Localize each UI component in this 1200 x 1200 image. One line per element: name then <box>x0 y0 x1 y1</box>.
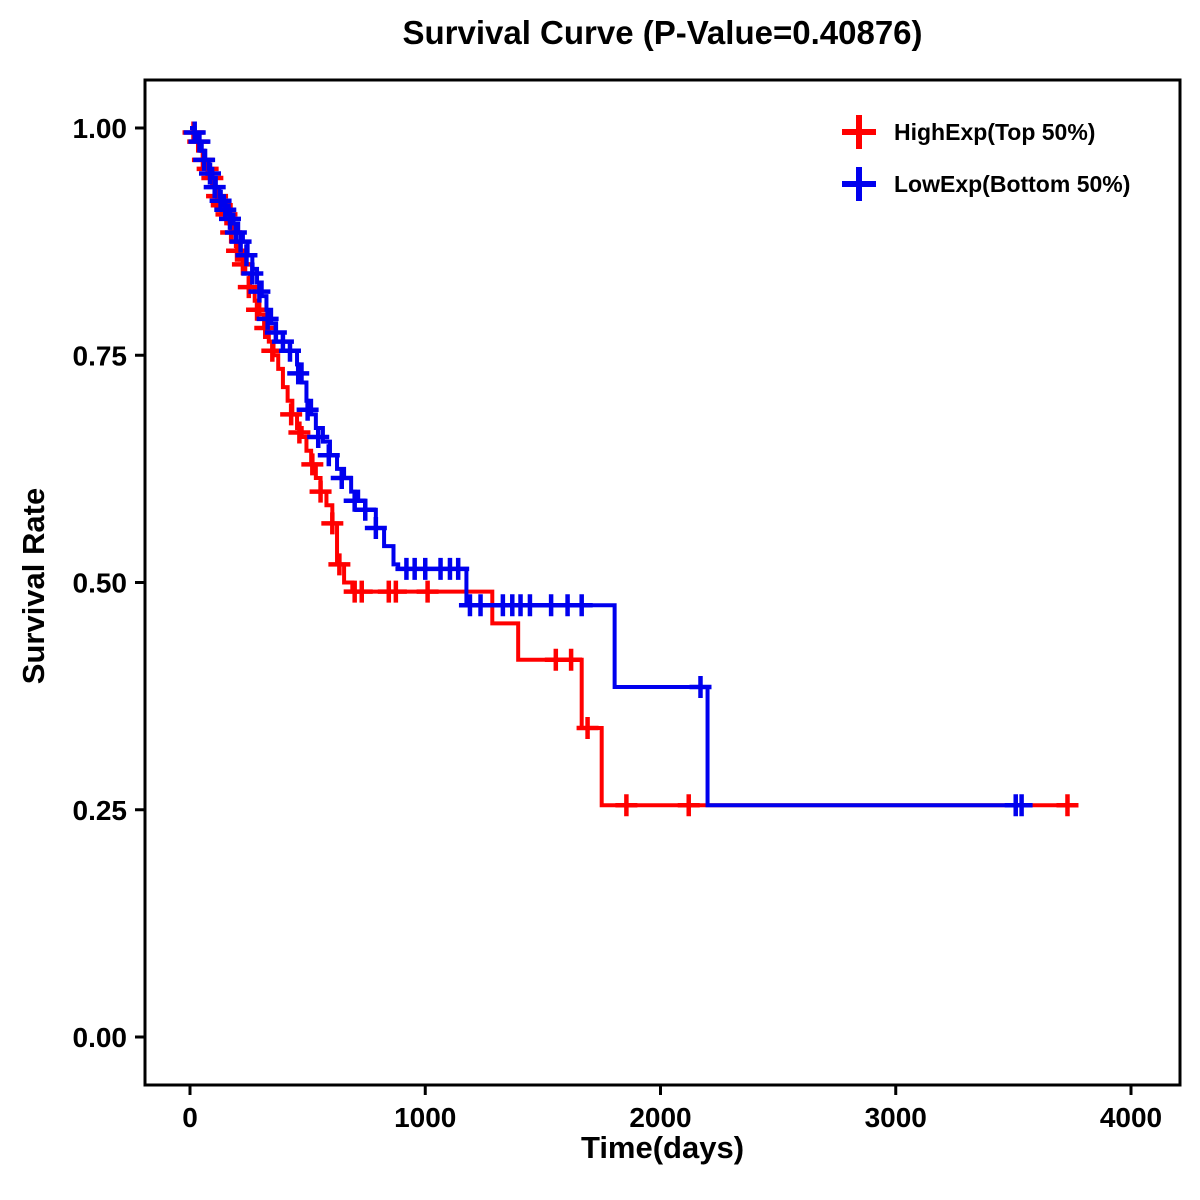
legend-item-lowexp: LowExp(Bottom 50%) <box>838 167 1130 201</box>
plus-marker-icon-red <box>842 115 876 149</box>
legend-label-highexp: HighExp(Top 50%) <box>894 118 1096 145</box>
plot-border <box>143 78 1182 1087</box>
survival-step-curve-0 <box>190 126 1068 808</box>
chart-title: Survival Curve (P-Value=0.40876) <box>402 14 923 51</box>
x-tick-label: 2000 <box>629 1102 691 1133</box>
y-tick-label: 0.25 <box>73 795 128 826</box>
x-tick-label: 4000 <box>1100 1102 1162 1133</box>
y-tick-label: 1.00 <box>73 113 128 144</box>
y-tick-label: 0.50 <box>73 568 128 599</box>
x-axis-title: Time(days) <box>580 1130 745 1165</box>
y-axis-title: Survival Rate <box>16 487 51 685</box>
legend-item-highexp: HighExp(Top 50%) <box>838 115 1130 149</box>
y-tick-label: 0.75 <box>73 340 128 371</box>
censor-marks-1 <box>183 121 1033 817</box>
x-tick-label: 0 <box>182 1102 198 1133</box>
x-tick-label: 1000 <box>394 1102 456 1133</box>
x-tick-label: 3000 <box>865 1102 927 1133</box>
plus-marker-icon-blue <box>842 167 876 201</box>
legend-label-lowexp: LowExp(Bottom 50%) <box>894 170 1131 197</box>
y-tick-label: 0.00 <box>73 1022 128 1053</box>
legend: HighExp(Top 50%) LowExp(Bottom 50%) <box>838 115 1130 201</box>
